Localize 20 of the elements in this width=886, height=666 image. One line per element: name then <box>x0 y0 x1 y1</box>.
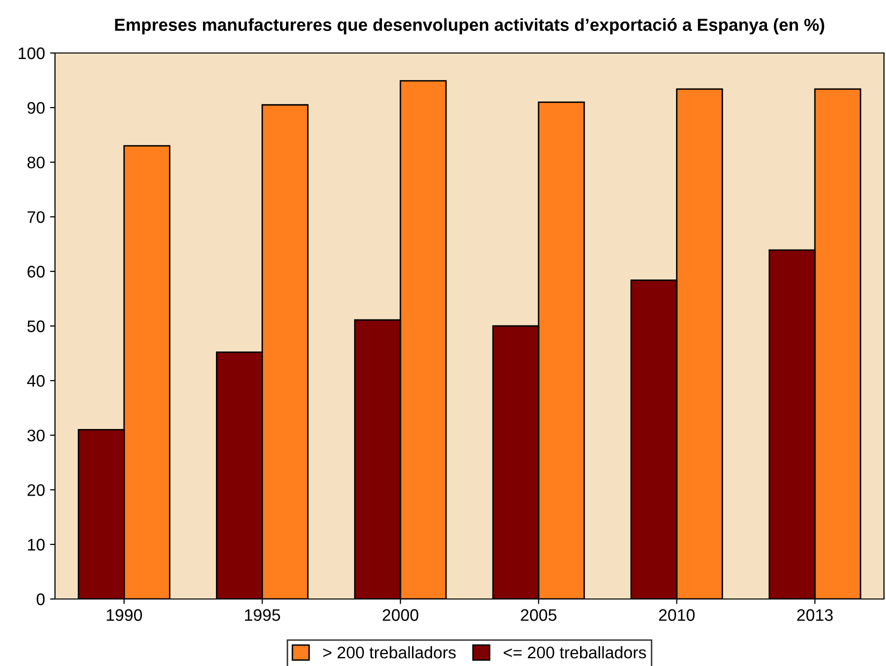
y-tick-label: 30 <box>27 430 45 442</box>
x-tick-label: 2005 <box>520 609 556 621</box>
y-tick-label: 0 <box>36 593 45 606</box>
y-tick-label: 60 <box>28 266 45 278</box>
y-tick-label: 40 <box>27 375 45 387</box>
x-tick-label: 2013 <box>797 609 833 621</box>
chart-title: Empreses manufactureres que desenvolupen activitats d’exportació a Espanya (en %) <box>115 18 824 34</box>
x-tick-label: 2010 <box>659 609 695 621</box>
y-tick-label: 20 <box>28 484 45 496</box>
y-tick-label: 50 <box>27 320 45 332</box>
y-tick-label: 100 <box>18 47 45 60</box>
y-tick-label: 70 <box>28 211 45 224</box>
y-tick-label: 90 <box>28 102 45 114</box>
x-tick-label: 1995 <box>244 609 280 621</box>
x-tick-label: 1990 <box>106 609 142 621</box>
y-tick-label: 10 <box>28 538 45 551</box>
legend-label: <= 200 treballadors <box>504 646 646 658</box>
x-tick-label: 2000 <box>382 609 418 621</box>
y-tick-label: 80 <box>27 156 45 168</box>
legend-label: > 200 treballadors <box>323 646 456 658</box>
